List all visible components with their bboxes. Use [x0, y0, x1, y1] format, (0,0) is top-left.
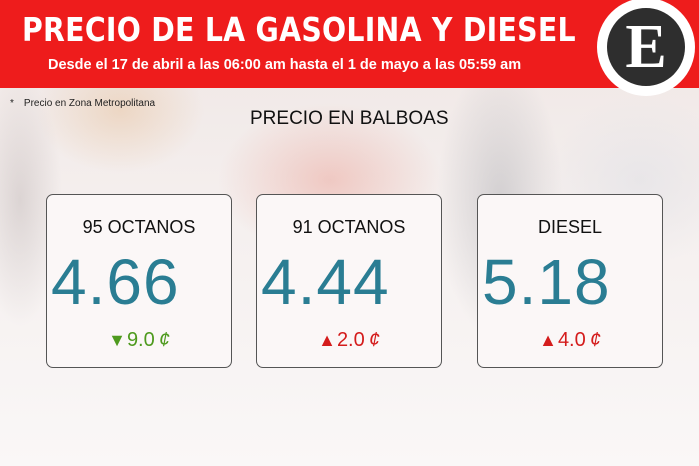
footnote: * Precio en Zona Metropolitana	[10, 98, 155, 109]
brand-logo: E	[597, 0, 695, 96]
date-range-subtitle: Desde el 17 de abril a las 06:00 am hast…	[48, 57, 522, 73]
logo-circle: E	[607, 8, 685, 86]
triangle-up-icon: ▲	[318, 330, 336, 350]
currency-heading: PRECIO EN BALBOAS	[250, 108, 449, 129]
fuel-label: DIESEL	[537, 217, 603, 237]
cent-icon: ¢	[368, 329, 380, 351]
price-card-91-octanos: 91 OCTANOS 4.44 ▲2.0 ¢	[256, 194, 442, 368]
price-value: 4.66	[51, 246, 180, 318]
triangle-down-icon: ▼	[108, 330, 126, 350]
triangle-up-icon: ▲	[539, 330, 557, 350]
footnote-text: Precio en Zona Metropolitana	[23, 98, 156, 109]
price-change: ▼9.0 ¢	[47, 329, 231, 352]
cent-icon: ¢	[589, 329, 601, 351]
price-card-diesel: DIESEL 5.18 ▲4.0 ¢	[477, 194, 663, 368]
page-title: PRECIO DE LA GASOLINA Y DIESEL	[22, 10, 576, 49]
change-amount: 2.0	[336, 329, 365, 351]
price-card-95-octanos: 95 OCTANOS 4.66 ▼9.0 ¢	[46, 194, 232, 368]
price-change: ▲2.0 ¢	[257, 329, 441, 352]
change-amount: 9.0	[126, 329, 155, 351]
price-value: 4.44	[261, 246, 390, 318]
price-value: 5.18	[482, 246, 611, 318]
price-change: ▲4.0 ¢	[478, 329, 662, 352]
asterisk-icon: *	[10, 98, 14, 109]
logo-letter-icon: E	[625, 13, 667, 81]
fuel-label: 91 OCTANOS	[292, 217, 406, 237]
fuel-label: 95 OCTANOS	[82, 217, 196, 237]
header-banner: PRECIO DE LA GASOLINA Y DIESEL Desde el …	[0, 0, 699, 88]
change-amount: 4.0	[557, 329, 586, 351]
cent-icon: ¢	[158, 329, 170, 351]
